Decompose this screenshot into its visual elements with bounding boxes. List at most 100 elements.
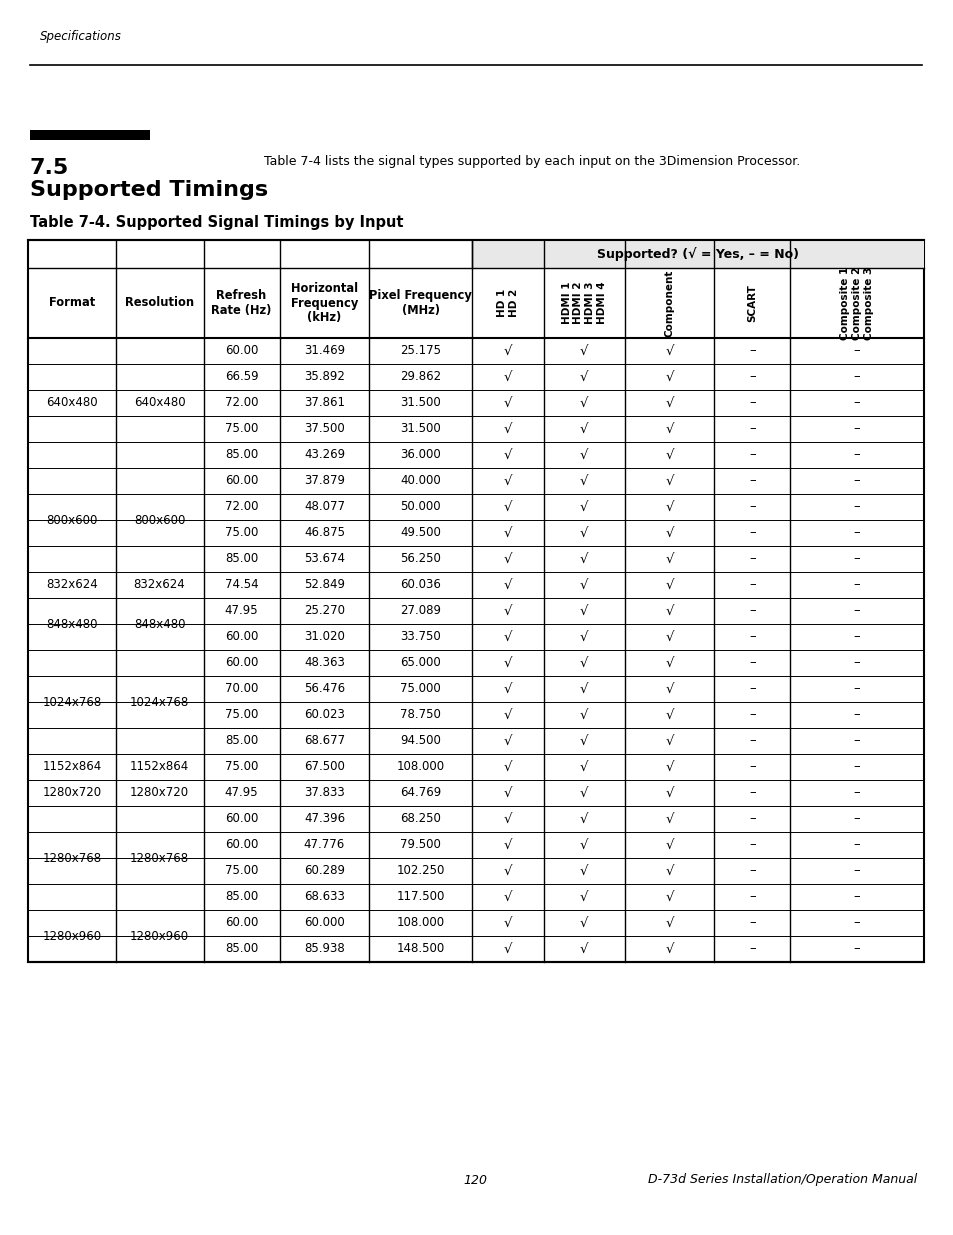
Text: √: √ (503, 709, 512, 721)
Text: –: – (748, 864, 755, 878)
Text: –: – (853, 396, 860, 410)
Text: √: √ (579, 370, 588, 384)
Text: 25.175: 25.175 (400, 345, 441, 357)
Text: 7.5: 7.5 (30, 158, 70, 178)
Text: 60.023: 60.023 (304, 709, 345, 721)
Text: 72.00: 72.00 (225, 500, 258, 514)
Text: –: – (748, 448, 755, 462)
Text: √: √ (579, 345, 588, 357)
Text: –: – (748, 422, 755, 436)
Text: –: – (748, 500, 755, 514)
Text: √: √ (579, 578, 588, 592)
Text: √: √ (579, 890, 588, 904)
Text: 75.000: 75.000 (400, 683, 440, 695)
Text: 35.892: 35.892 (304, 370, 345, 384)
Text: √: √ (579, 761, 588, 773)
Text: 53.674: 53.674 (304, 552, 345, 566)
Text: –: – (748, 370, 755, 384)
Text: √: √ (664, 709, 673, 721)
Text: √: √ (503, 864, 512, 878)
Text: Component: Component (663, 269, 674, 337)
Text: 640x480: 640x480 (46, 396, 97, 410)
Text: Format: Format (49, 296, 95, 310)
Text: 120: 120 (463, 1173, 487, 1187)
Text: √: √ (664, 422, 673, 436)
Text: 1280x720: 1280x720 (130, 787, 189, 799)
Text: 31.500: 31.500 (400, 422, 440, 436)
Text: 60.00: 60.00 (225, 474, 258, 488)
Text: –: – (853, 657, 860, 669)
Text: √: √ (664, 839, 673, 851)
Text: 60.289: 60.289 (304, 864, 345, 878)
Text: 37.500: 37.500 (304, 422, 344, 436)
Text: 1280x720: 1280x720 (42, 787, 101, 799)
Text: –: – (748, 552, 755, 566)
Bar (28, 240, 923, 962)
Text: 31.500: 31.500 (400, 396, 440, 410)
Text: 102.250: 102.250 (396, 864, 444, 878)
Text: √: √ (579, 448, 588, 462)
Text: –: – (748, 890, 755, 904)
Text: –: – (853, 839, 860, 851)
Text: √: √ (579, 864, 588, 878)
Text: 60.00: 60.00 (225, 916, 258, 930)
Text: √: √ (503, 761, 512, 773)
Text: 848x480: 848x480 (133, 618, 185, 631)
Text: √: √ (579, 813, 588, 825)
Text: –: – (853, 552, 860, 566)
Text: Refresh
Rate (Hz): Refresh Rate (Hz) (212, 289, 272, 317)
Text: √: √ (579, 683, 588, 695)
Text: √: √ (503, 839, 512, 851)
Text: 148.500: 148.500 (396, 942, 444, 956)
Text: 50.000: 50.000 (400, 500, 440, 514)
Text: –: – (748, 631, 755, 643)
Text: √: √ (664, 552, 673, 566)
Text: –: – (853, 942, 860, 956)
Text: √: √ (503, 735, 512, 747)
Text: –: – (853, 578, 860, 592)
Bar (30, 130, 150, 140)
Text: √: √ (664, 345, 673, 357)
Text: 85.00: 85.00 (225, 942, 258, 956)
Text: –: – (853, 813, 860, 825)
Text: 47.776: 47.776 (303, 839, 345, 851)
Text: 68.633: 68.633 (304, 890, 345, 904)
Text: 1280x960: 1280x960 (42, 930, 101, 942)
Text: √: √ (579, 526, 588, 540)
Text: –: – (853, 474, 860, 488)
Text: √: √ (579, 787, 588, 799)
Text: 60.00: 60.00 (225, 631, 258, 643)
Text: 60.00: 60.00 (225, 839, 258, 851)
Text: √: √ (579, 474, 588, 488)
Text: –: – (853, 761, 860, 773)
Text: √: √ (579, 735, 588, 747)
Text: √: √ (664, 500, 673, 514)
Text: 47.95: 47.95 (225, 787, 258, 799)
Text: √: √ (579, 422, 588, 436)
Text: –: – (748, 683, 755, 695)
Text: √: √ (664, 631, 673, 643)
Text: √: √ (664, 683, 673, 695)
Text: √: √ (664, 735, 673, 747)
Text: 43.269: 43.269 (304, 448, 345, 462)
Text: 848x480: 848x480 (46, 618, 97, 631)
Text: 60.00: 60.00 (225, 657, 258, 669)
Text: 108.000: 108.000 (396, 916, 444, 930)
Text: 47.396: 47.396 (304, 813, 345, 825)
Text: 832x624: 832x624 (46, 578, 97, 592)
Text: 85.00: 85.00 (225, 448, 258, 462)
Text: √: √ (664, 864, 673, 878)
Text: –: – (853, 500, 860, 514)
Text: –: – (853, 683, 860, 695)
Text: 75.00: 75.00 (225, 864, 258, 878)
Text: √: √ (503, 396, 512, 410)
Text: √: √ (664, 942, 673, 956)
Text: Table 7-4. Supported Signal Timings by Input: Table 7-4. Supported Signal Timings by I… (30, 215, 403, 230)
Text: √: √ (503, 345, 512, 357)
Text: √: √ (503, 552, 512, 566)
Text: √: √ (503, 474, 512, 488)
Text: –: – (853, 864, 860, 878)
Text: √: √ (664, 787, 673, 799)
Text: –: – (853, 422, 860, 436)
Text: 75.00: 75.00 (225, 761, 258, 773)
